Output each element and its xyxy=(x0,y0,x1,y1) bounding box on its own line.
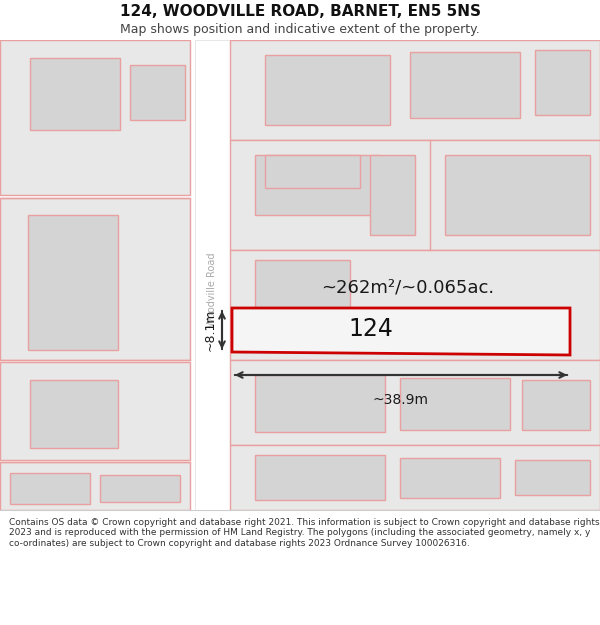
Text: ~8.1m: ~8.1m xyxy=(204,309,217,351)
Polygon shape xyxy=(230,140,600,250)
Polygon shape xyxy=(0,462,190,510)
Text: ~38.9m: ~38.9m xyxy=(373,393,429,407)
Polygon shape xyxy=(522,380,590,430)
Polygon shape xyxy=(0,198,190,360)
Polygon shape xyxy=(400,458,500,498)
Text: Contains OS data © Crown copyright and database right 2021. This information is : Contains OS data © Crown copyright and d… xyxy=(9,518,599,548)
Polygon shape xyxy=(230,445,600,510)
Polygon shape xyxy=(232,308,570,355)
Polygon shape xyxy=(535,50,590,115)
Polygon shape xyxy=(255,375,385,432)
Polygon shape xyxy=(30,380,118,448)
Polygon shape xyxy=(195,40,230,510)
Text: Map shows position and indicative extent of the property.: Map shows position and indicative extent… xyxy=(120,24,480,36)
Polygon shape xyxy=(255,155,380,215)
Polygon shape xyxy=(0,362,190,460)
Polygon shape xyxy=(255,260,350,308)
Polygon shape xyxy=(515,460,590,495)
Text: 124: 124 xyxy=(349,318,394,341)
Polygon shape xyxy=(10,473,90,504)
Polygon shape xyxy=(28,215,118,350)
Polygon shape xyxy=(230,360,600,445)
Polygon shape xyxy=(265,155,360,188)
Polygon shape xyxy=(230,40,600,140)
Polygon shape xyxy=(445,155,590,235)
Text: 124, WOODVILLE ROAD, BARNET, EN5 5NS: 124, WOODVILLE ROAD, BARNET, EN5 5NS xyxy=(119,4,481,19)
Text: Woodville Road: Woodville Road xyxy=(207,253,217,328)
Polygon shape xyxy=(370,155,415,235)
Text: ~262m²/~0.065ac.: ~262m²/~0.065ac. xyxy=(322,279,494,297)
Polygon shape xyxy=(130,65,185,120)
Polygon shape xyxy=(30,58,120,130)
Polygon shape xyxy=(400,378,510,430)
Polygon shape xyxy=(265,55,390,125)
Polygon shape xyxy=(410,52,520,118)
Polygon shape xyxy=(100,475,180,502)
Polygon shape xyxy=(230,250,600,360)
Polygon shape xyxy=(0,40,190,195)
Polygon shape xyxy=(255,455,385,500)
